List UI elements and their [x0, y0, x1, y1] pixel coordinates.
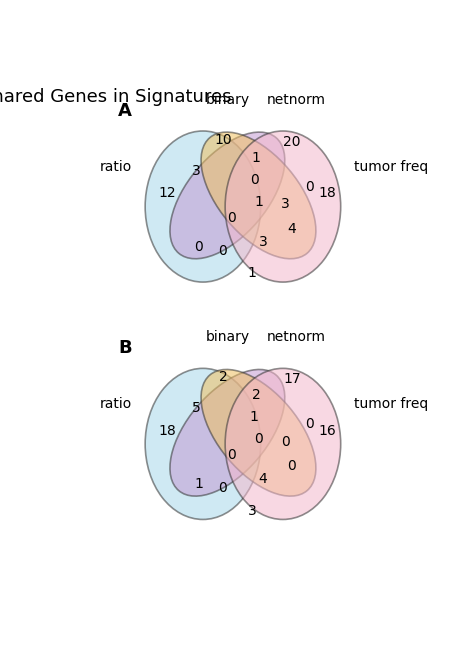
Text: 5: 5 — [192, 401, 201, 415]
Ellipse shape — [225, 369, 341, 519]
Text: 3: 3 — [258, 235, 267, 249]
Ellipse shape — [170, 369, 285, 496]
Text: tumor freq: tumor freq — [354, 397, 428, 411]
Text: 2: 2 — [252, 388, 261, 402]
Text: 0: 0 — [219, 481, 228, 495]
Text: binary: binary — [205, 92, 249, 106]
Text: ratio: ratio — [100, 397, 132, 411]
Text: A: A — [118, 102, 132, 120]
Text: 3: 3 — [281, 197, 290, 211]
Text: 0: 0 — [219, 244, 228, 258]
Text: 16: 16 — [319, 423, 336, 438]
Text: 0: 0 — [305, 417, 314, 431]
Text: B: B — [118, 339, 132, 357]
Text: 0: 0 — [228, 211, 236, 225]
Text: 0: 0 — [287, 459, 296, 473]
Text: 17: 17 — [283, 373, 301, 387]
Ellipse shape — [225, 131, 341, 282]
Ellipse shape — [145, 369, 261, 519]
Text: 3: 3 — [192, 164, 201, 178]
Text: 12: 12 — [159, 186, 176, 200]
Text: 1: 1 — [247, 266, 256, 280]
Text: 4: 4 — [287, 221, 296, 235]
Text: Shared Genes in Signatures: Shared Genes in Signatures — [0, 88, 232, 106]
Text: 0: 0 — [194, 240, 203, 254]
Text: 2: 2 — [219, 370, 228, 384]
Text: 18: 18 — [319, 186, 336, 200]
Text: binary: binary — [205, 330, 249, 344]
Text: 4: 4 — [258, 472, 267, 486]
Text: 0: 0 — [250, 173, 258, 187]
Text: 18: 18 — [158, 423, 176, 438]
Ellipse shape — [145, 131, 261, 282]
Ellipse shape — [170, 132, 285, 259]
Text: 1: 1 — [250, 410, 258, 424]
Text: 20: 20 — [283, 135, 301, 149]
Text: tumor freq: tumor freq — [354, 159, 428, 173]
Text: 1: 1 — [254, 195, 263, 209]
Text: 0: 0 — [281, 435, 290, 449]
Text: 0: 0 — [254, 432, 263, 446]
Ellipse shape — [201, 132, 316, 259]
Text: 1: 1 — [252, 151, 261, 165]
Text: 1: 1 — [194, 477, 203, 491]
Text: 0: 0 — [305, 179, 314, 193]
Text: 3: 3 — [247, 504, 256, 518]
Ellipse shape — [201, 369, 316, 496]
Text: 10: 10 — [214, 133, 232, 147]
Text: netnorm: netnorm — [267, 330, 326, 344]
Text: ratio: ratio — [100, 159, 132, 173]
Text: 0: 0 — [228, 448, 236, 462]
Text: netnorm: netnorm — [267, 92, 326, 106]
